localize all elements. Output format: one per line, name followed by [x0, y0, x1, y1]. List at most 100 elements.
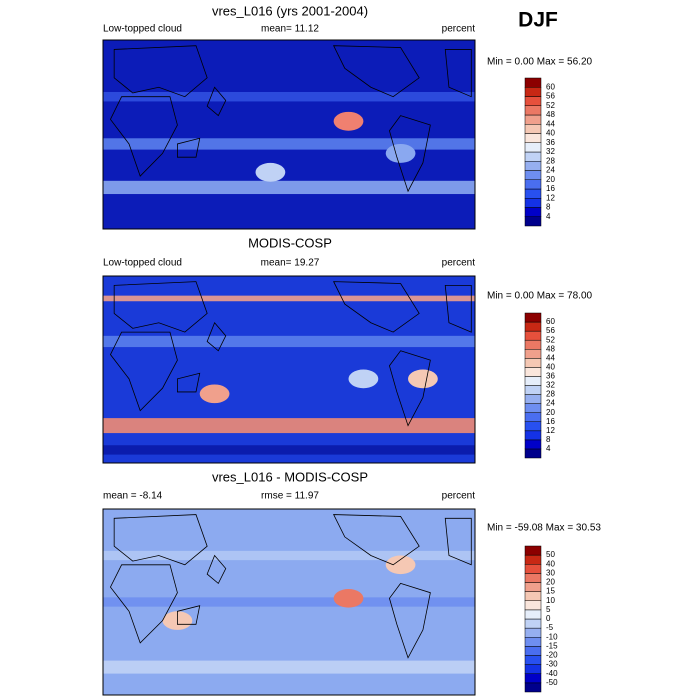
colorbar-box	[524, 448, 542, 459]
coastline	[176, 605, 201, 625]
coastline	[113, 514, 208, 566]
colorbar-box	[524, 600, 542, 611]
coastline	[389, 350, 431, 427]
coastline	[206, 86, 227, 117]
colorbar-box	[524, 564, 542, 574]
panel-center-label: mean= 11.12	[261, 24, 319, 35]
colorbar-label: 5	[546, 605, 551, 614]
colorbar-box	[524, 545, 542, 556]
colorbar-box	[524, 188, 542, 199]
panel-center-label: rmse = 11.97	[261, 491, 319, 502]
colorbar-box	[524, 582, 542, 592]
colorbar-box	[524, 179, 542, 190]
min-max-label: Min = 0.00 Max = 78.00	[487, 291, 593, 302]
colorbar-box	[524, 637, 542, 647]
colorbar-label: 16	[546, 417, 555, 426]
colorbar-box	[524, 664, 542, 674]
map-band	[103, 180, 475, 195]
colorbar-box	[524, 385, 542, 395]
coastline	[113, 45, 208, 98]
colorbar-box	[524, 124, 542, 134]
coastline	[444, 49, 472, 98]
colorbar-label: 56	[546, 92, 555, 101]
colorbar-box	[524, 394, 542, 404]
colorbar-label: 10	[546, 596, 555, 605]
coastline	[109, 564, 178, 644]
coastline	[206, 321, 227, 352]
map-spot	[333, 111, 364, 131]
colorbar-label: 40	[546, 129, 555, 138]
colorbar-label: -10	[546, 632, 558, 641]
map-band	[103, 138, 475, 150]
map-spot	[385, 555, 416, 575]
colorbar-box	[524, 403, 542, 413]
colorbar-box	[524, 105, 542, 116]
colorbar-label: 52	[546, 335, 555, 344]
colorbar-box	[524, 367, 542, 377]
colorbar-label: 15	[546, 587, 555, 596]
colorbar-label: 36	[546, 138, 555, 147]
coastline	[332, 281, 420, 333]
colorbar-box	[524, 77, 542, 88]
map-spot	[333, 588, 364, 608]
colorbar-box	[524, 439, 542, 450]
coastline	[176, 137, 201, 158]
map-field	[103, 276, 475, 463]
map	[102, 39, 476, 230]
colorbar-label: 4	[546, 212, 551, 221]
colorbar-box	[524, 421, 542, 432]
colorbar-box	[524, 609, 542, 620]
colorbar-label: 0	[546, 614, 551, 623]
colorbar-box	[524, 573, 542, 583]
panel-left-label: Low-topped cloud	[103, 258, 182, 269]
colorbar-box	[524, 114, 542, 125]
panel-left-label: Low-topped cloud	[103, 24, 182, 35]
colorbar-label: -20	[546, 651, 558, 660]
panel-left-label: mean = -8.14	[103, 491, 163, 502]
colorbar-label: 4	[546, 444, 551, 453]
map-band	[103, 91, 475, 102]
colorbar-box	[524, 554, 542, 565]
map-band	[103, 660, 475, 674]
colorbar-box	[524, 87, 542, 97]
map-band	[103, 335, 475, 348]
colorbar-label: 44	[546, 353, 555, 362]
colorbar-box	[524, 142, 542, 153]
colorbar-label: 28	[546, 390, 555, 399]
map-frame	[102, 39, 476, 230]
colorbar-box	[524, 412, 542, 422]
min-max-label: Min = -59.08 Max = 30.53	[487, 523, 601, 534]
colorbar-label: -50	[546, 678, 558, 687]
colorbar-box	[524, 627, 542, 638]
colorbar-box	[524, 330, 542, 341]
map-band	[103, 597, 475, 607]
map-band	[103, 295, 475, 302]
colorbar-box	[524, 170, 542, 180]
colorbar-label: -30	[546, 660, 558, 669]
colorbar-label: 8	[546, 435, 551, 444]
colorbar-label: -15	[546, 641, 558, 650]
coastline	[176, 372, 201, 393]
colorbar-label: 20	[546, 578, 555, 587]
panel-title: vres_L016 - MODIS-COSP	[212, 469, 368, 484]
colorbar-box	[524, 96, 542, 106]
map-frame	[102, 508, 476, 696]
colorbar-box	[524, 682, 542, 693]
panel-center-label: mean= 19.27	[261, 258, 320, 269]
map-frame	[102, 275, 476, 464]
colorbar-box	[524, 151, 542, 162]
map	[102, 275, 476, 464]
colorbar-box	[524, 591, 542, 601]
colorbar-label: 40	[546, 559, 555, 568]
coastline	[389, 115, 431, 193]
map-field	[103, 40, 475, 229]
colorbar-box	[524, 216, 542, 227]
colorbar-box	[524, 339, 542, 350]
colorbar-box	[524, 376, 542, 386]
season-label: DJF	[518, 9, 558, 32]
colorbar-label: 20	[546, 408, 555, 417]
map-spot	[408, 369, 438, 389]
colorbar-label: 48	[546, 110, 555, 119]
colorbar-box	[524, 161, 542, 171]
colorbar-label: 60	[546, 317, 555, 326]
